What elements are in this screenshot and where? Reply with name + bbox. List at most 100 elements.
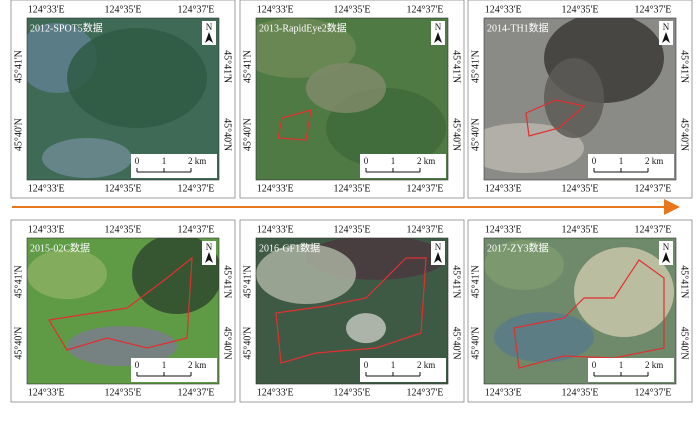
- map-panel: 2012-SPOT5数据 124°33'E 124°35'E 124°37'E 124°…: [10, 0, 236, 199]
- image-feature: [132, 238, 219, 315]
- image-border: [483, 237, 677, 385]
- scale-label: 1: [162, 156, 167, 166]
- lon-label: 124°35'E: [105, 4, 142, 15]
- map-panel: 2016-GF1数据 124°33'E 124°35'E 124°37'E 124°33…: [239, 219, 465, 403]
- satellite-image: [27, 18, 219, 180]
- panel-frame: [10, 219, 236, 403]
- scale-label: 0: [364, 156, 369, 166]
- image-feature: [574, 247, 674, 338]
- scale-box: [360, 154, 446, 178]
- image-feature: [346, 313, 386, 344]
- lon-label: 124°35'E: [334, 224, 371, 235]
- image-feature: [484, 240, 564, 291]
- lon-label: 124°33'E: [485, 4, 522, 15]
- lon-label: 124°33'E: [257, 387, 294, 398]
- boundary: [513, 259, 665, 369]
- satellite-image: [256, 18, 448, 180]
- lat-label: 45°40'N: [679, 118, 690, 151]
- lat-label: 45°40'N: [242, 327, 253, 360]
- scale-label: 1: [391, 360, 396, 370]
- panel-frame: [467, 219, 693, 403]
- scale-label: 0: [135, 156, 140, 166]
- lon-label: 124°35'E: [334, 183, 371, 194]
- lon-label: 124°35'E: [562, 224, 599, 235]
- image-feature: [256, 18, 356, 78]
- lon-label: 124°37'E: [177, 387, 214, 398]
- scale-box: [588, 154, 674, 178]
- scale-box: [360, 358, 446, 382]
- scale-label: 0: [592, 360, 597, 370]
- lon-label: 124°37'E: [177, 4, 214, 15]
- lon-label: 124°35'E: [105, 224, 142, 235]
- image-border: [483, 17, 677, 181]
- scale-box: [131, 358, 217, 382]
- lat-label: 45°40'N: [470, 118, 481, 151]
- satellite-image: [27, 238, 219, 384]
- lon-label: 124°33'E: [485, 387, 522, 398]
- lat-label: 45°40'N: [451, 118, 462, 151]
- lat-label: 45°41'N: [451, 265, 462, 298]
- scale-label: 2 km: [417, 360, 435, 370]
- north-arrow: [662, 32, 670, 43]
- map-panel: 2017-ZY3数据 124°33'E 124°35'E 124°37'E 124°33…: [467, 219, 693, 403]
- north-arrow: [434, 252, 442, 263]
- lon-label: 124°35'E: [105, 183, 142, 194]
- lon-label: 124°33'E: [485, 224, 522, 235]
- scale-box: [131, 154, 217, 178]
- panel-frame: [239, 0, 465, 199]
- lon-label: 124°33'E: [485, 183, 522, 194]
- scale-label: 2 km: [645, 360, 663, 370]
- lat-label: 45°40'N: [679, 327, 690, 360]
- lon-label: 124°37'E: [406, 4, 443, 15]
- lon-label: 124°37'E: [406, 183, 443, 194]
- north-label: N: [663, 22, 670, 32]
- lon-label: 124°35'E: [334, 387, 371, 398]
- boundary: [48, 256, 193, 351]
- image-feature: [306, 63, 386, 113]
- lon-label: 124°35'E: [105, 387, 142, 398]
- lat-label: 45°40'N: [451, 327, 462, 360]
- scale-label: 2 km: [188, 360, 206, 370]
- image-feature: [494, 312, 594, 363]
- lat-label: 45°41'N: [222, 265, 233, 298]
- lat-label: 45°41'N: [13, 265, 24, 298]
- scale-label: 0: [364, 360, 369, 370]
- lon-label: 124°35'E: [562, 387, 599, 398]
- image-feature: [42, 138, 132, 178]
- north-arrow: [205, 252, 213, 263]
- map-panel: 2015-02C数据 124°33'E 124°35'E 124°37'E 124°33…: [10, 219, 236, 403]
- satellite-image: [256, 238, 448, 384]
- scale-label: 0: [135, 360, 140, 370]
- lon-label: 124°37'E: [634, 4, 671, 15]
- panel-title: 2016-GF1数据: [259, 241, 320, 254]
- lat-label: 45°40'N: [222, 327, 233, 360]
- north-label: N: [435, 242, 442, 252]
- lon-label: 124°35'E: [334, 4, 371, 15]
- panel-frame: [467, 0, 693, 199]
- scale-label: 2 km: [645, 156, 663, 166]
- lon-label: 124°33'E: [28, 183, 65, 194]
- panel-title: 2014-TH1数据: [487, 21, 549, 34]
- image-feature: [256, 244, 356, 305]
- lat-label: 45°41'N: [470, 50, 481, 83]
- scale-label: 1: [391, 156, 396, 166]
- scale-label: 1: [619, 156, 624, 166]
- lat-label: 45°41'N: [470, 265, 481, 298]
- lat-label: 45°41'N: [679, 50, 690, 83]
- lon-label: 124°37'E: [177, 224, 214, 235]
- image-feature: [67, 28, 207, 128]
- north-arrow: [662, 252, 670, 263]
- lon-label: 124°37'E: [406, 224, 443, 235]
- lon-label: 124°37'E: [634, 183, 671, 194]
- scale-label: 0: [592, 156, 597, 166]
- north-label: N: [663, 242, 670, 252]
- lon-label: 124°37'E: [406, 387, 443, 398]
- scale-label: 2 km: [417, 156, 435, 166]
- map-panel: 2013-RapidEye2数据 124°33'E 124°35'E 124°37'E…: [239, 0, 465, 199]
- lon-label: 124°33'E: [28, 4, 65, 15]
- image-feature: [67, 326, 177, 367]
- north-label: N: [435, 22, 442, 32]
- lat-label: 45°40'N: [222, 118, 233, 151]
- image-feature: [484, 123, 584, 173]
